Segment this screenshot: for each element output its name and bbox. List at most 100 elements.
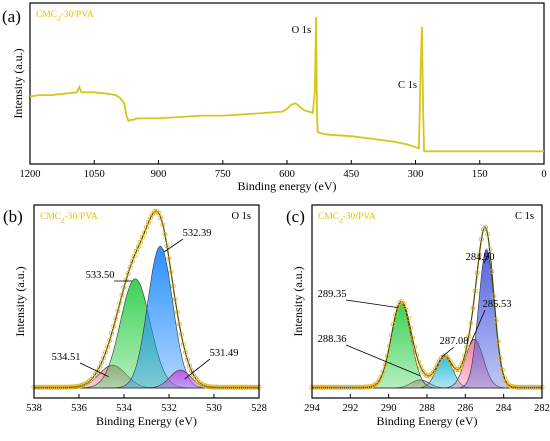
raw-data-point — [474, 270, 480, 276]
x-tick-label: 284 — [496, 403, 513, 414]
raw-data-point — [109, 330, 115, 336]
raw-data-point — [78, 383, 84, 389]
raw-data-point — [107, 337, 113, 343]
raw-data-point — [178, 332, 184, 338]
raw-data-point — [497, 355, 503, 361]
raw-data-point — [462, 353, 468, 359]
raw-data-point — [432, 366, 438, 372]
raw-data-point — [388, 332, 394, 338]
core-level-label: C 1s — [515, 211, 534, 222]
raw-data-point — [401, 301, 407, 307]
panel-frame — [33, 204, 260, 399]
raw-data-point — [141, 229, 147, 235]
raw-data-point — [441, 353, 447, 359]
peak-value-label: 287.08 — [440, 336, 469, 347]
sample-label: CMCd-30/PVA — [36, 10, 94, 23]
raw-data-point — [413, 352, 419, 358]
fit-envelope — [34, 210, 259, 388]
raw-data-point — [453, 367, 459, 373]
x-axis-title: Binding Energy (eV) — [376, 414, 477, 428]
x-tick-label: 532 — [161, 403, 177, 414]
raw-data-point — [491, 293, 497, 299]
raw-data-point — [416, 359, 422, 365]
x-tick-label: 0 — [541, 169, 546, 180]
raw-data-point — [409, 335, 415, 341]
raw-data-point — [119, 292, 125, 298]
raw-data-point — [485, 231, 491, 237]
panel-label: (c) — [286, 207, 305, 226]
raw-data-point — [470, 305, 476, 311]
raw-data-point — [418, 364, 424, 370]
raw-data-point — [182, 349, 188, 355]
raw-data-point — [105, 344, 111, 350]
y-axis-title: Intensity (a.u.) — [291, 266, 305, 336]
raw-data-point — [384, 353, 390, 359]
raw-data-point — [137, 239, 143, 245]
x-tick-label: 534 — [116, 403, 133, 414]
panel-label: (a) — [2, 7, 21, 26]
raw-data-point — [158, 215, 164, 221]
raw-data-point — [476, 252, 482, 258]
raw-data-point — [145, 219, 151, 225]
x-tick-label: 292 — [342, 403, 358, 414]
peak-value-label: 285.53 — [483, 299, 512, 310]
raw-data-point — [186, 363, 192, 369]
raw-data-point — [184, 357, 190, 363]
raw-data-point — [180, 341, 186, 347]
x-tick-label: 150 — [472, 169, 488, 180]
x-tick-label: 1050 — [84, 169, 105, 180]
raw-data-point — [148, 215, 154, 221]
raw-data-point — [164, 243, 170, 249]
raw-data-point — [405, 315, 411, 321]
raw-data-point — [125, 270, 131, 276]
raw-data-point — [403, 307, 409, 313]
raw-data-point — [457, 364, 463, 370]
raw-data-point — [478, 236, 484, 242]
panel-c: 294 292 290 288 286 284 282 Binding Energy (eV)… — [286, 204, 550, 428]
raw-data-point — [367, 384, 373, 390]
panel-a-frame — [29, 2, 545, 165]
x-tick-label: 536 — [71, 403, 87, 414]
x-tick-label: 600 — [279, 169, 295, 180]
raw-data-point — [117, 300, 123, 306]
label-pointer — [469, 309, 486, 345]
label-pointer — [345, 299, 398, 308]
raw-data-point — [495, 338, 501, 344]
x-tick-label: 530 — [206, 403, 222, 414]
raw-data-point — [489, 268, 495, 274]
raw-data-point — [472, 288, 478, 294]
raw-data-point — [176, 321, 182, 327]
raw-data-point — [376, 378, 382, 384]
survey-line — [29, 16, 544, 153]
raw-data-point — [407, 325, 413, 331]
panel-label: (b) — [3, 207, 23, 226]
raw-data-point — [135, 244, 141, 250]
raw-data-point — [386, 343, 392, 349]
raw-data-point — [97, 364, 103, 370]
raw-data-point — [168, 269, 174, 275]
raw-data-point — [487, 247, 493, 253]
raw-data-point — [464, 344, 470, 350]
raw-data-point — [380, 369, 386, 375]
fitted-peak — [34, 245, 259, 389]
raw-data-point — [468, 320, 474, 326]
x-tick-label: 286 — [457, 403, 473, 414]
raw-data-point — [482, 224, 488, 230]
panel-b: 538 536 534 532 530 528 Binding Energy (eV) Int… — [3, 204, 267, 428]
raw-data-point — [152, 209, 158, 215]
x-tick-label: 294 — [304, 403, 321, 414]
raw-data-point — [499, 367, 505, 373]
raw-data-point — [123, 277, 129, 283]
raw-data-point — [99, 360, 105, 366]
label-pointer — [345, 344, 421, 377]
x-tick-label: 300 — [408, 169, 424, 180]
y-axis-title: Intensity (a.u.) — [11, 48, 25, 118]
raw-data-point — [447, 358, 453, 364]
raw-data-point — [378, 374, 384, 380]
raw-data-point — [393, 312, 399, 318]
raw-data-point — [430, 369, 436, 375]
label-pointer — [441, 346, 455, 358]
raw-data-point — [174, 309, 180, 315]
x-tick-label: 1200 — [20, 169, 41, 180]
raw-data-point — [121, 284, 127, 290]
